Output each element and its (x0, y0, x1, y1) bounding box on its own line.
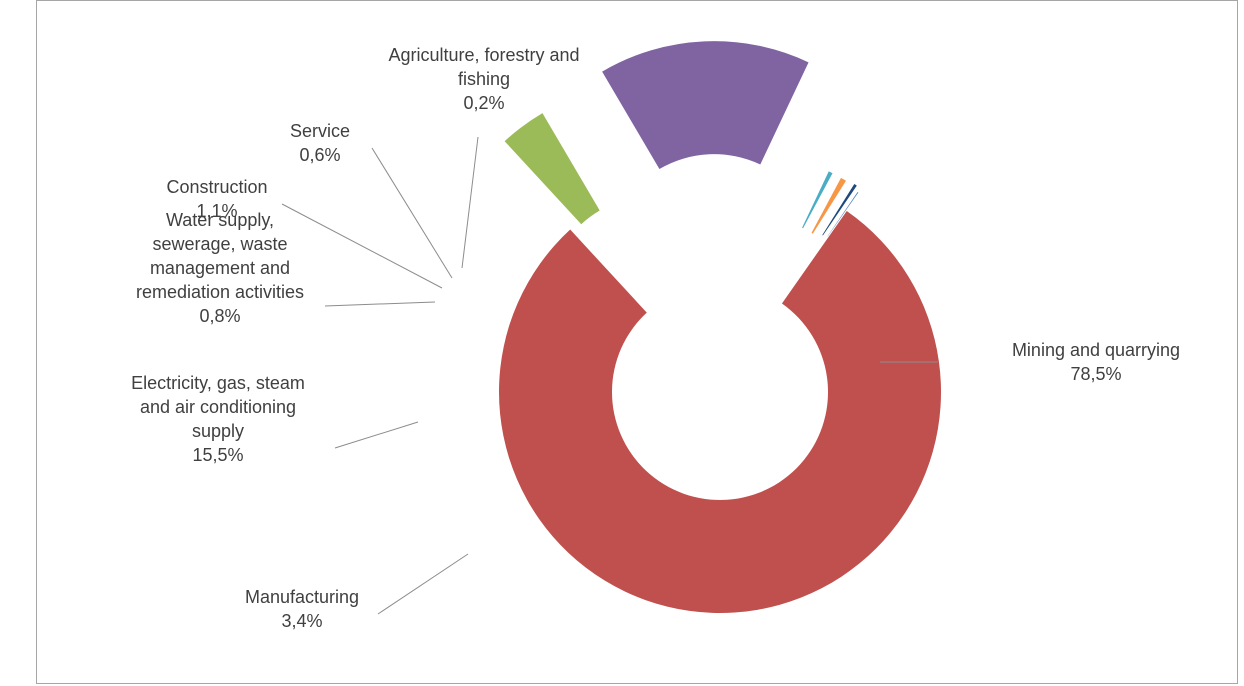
data-label-value: 1,1% (196, 201, 237, 221)
leader-line-5 (281, 203, 443, 289)
data-label-value: 78,5% (1070, 364, 1121, 384)
data-label-2: Manufacturing 3,4% (245, 587, 359, 631)
leader-lines-group (281, 136, 938, 615)
slice-4 (802, 171, 833, 229)
data-label-category: Mining and quarrying (1012, 340, 1180, 360)
data-label-category: remediation activities (136, 282, 304, 302)
data-label-value: 15,5% (192, 445, 243, 465)
data-label-6: Service 0,6% (290, 121, 350, 165)
data-label-category: Service (290, 121, 350, 141)
data-label-category: sewerage, waste (152, 234, 287, 254)
data-label-category: management and (150, 258, 290, 278)
slice-6 (822, 184, 857, 236)
data-label-5: Construction 1,1% (166, 177, 267, 221)
data-label-category: Agriculture, forestry and (388, 45, 579, 65)
data-label-value: 3,4% (281, 611, 322, 631)
leader-line-4 (324, 301, 436, 307)
data-label-category: Construction (166, 177, 267, 197)
data-label-category: and air conditioning (140, 397, 296, 417)
leader-line-2 (377, 553, 469, 615)
leader-line-3 (334, 421, 419, 449)
labels-group: Mining and quarrying 78,5% Manufacturing 3,… (131, 45, 1180, 631)
data-label-category: Water supply, (166, 210, 274, 230)
data-label-value: 0,8% (199, 306, 240, 326)
slice-7 (827, 192, 859, 237)
slices-group (499, 41, 941, 613)
data-label-7: Agriculture, forestry and fishing 0,2% (388, 45, 579, 113)
data-label-value: 0,2% (463, 93, 504, 113)
data-label-category: Manufacturing (245, 587, 359, 607)
data-label-category: fishing (458, 69, 510, 89)
slice-3 (602, 41, 809, 170)
data-label-category: supply (192, 421, 244, 441)
data-label-3: Electricity, gas, steam and air condition… (131, 373, 305, 465)
data-label-category: Electricity, gas, steam (131, 373, 305, 393)
data-label-value: 0,6% (299, 145, 340, 165)
slice-2 (504, 113, 600, 225)
data-label-4: Water supply, sewerage, waste management a… (136, 210, 304, 326)
leader-line-7 (461, 136, 479, 269)
slice-1 (499, 210, 941, 613)
slice-5 (811, 177, 847, 234)
leader-line-6 (371, 147, 453, 279)
data-label-1: Mining and quarrying 78,5% (1012, 340, 1180, 384)
